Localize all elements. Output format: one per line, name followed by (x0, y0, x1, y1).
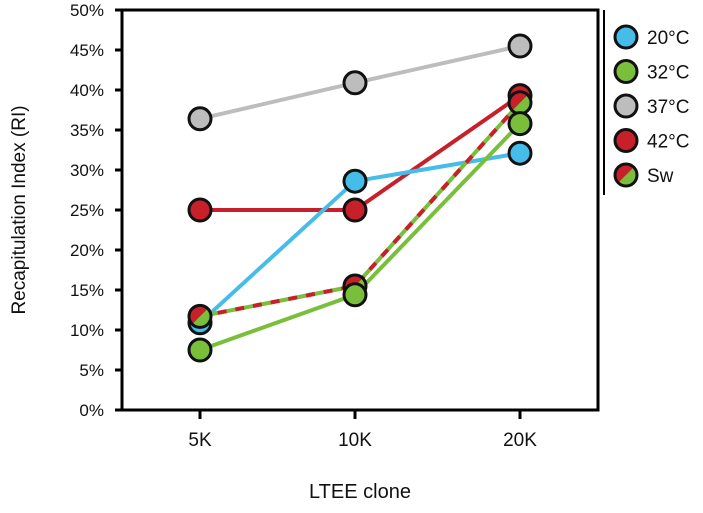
y-axis-label: Recapitulation Index (RI) (9, 105, 30, 314)
data-point (187, 197, 213, 223)
y-tick-label: 40% (70, 81, 104, 100)
y-tick-label: 5% (79, 361, 104, 380)
marker-fill (342, 168, 368, 194)
x-tick-label: 20K (503, 430, 537, 451)
marker-fill (507, 111, 533, 137)
marker-outline (613, 162, 639, 188)
marker-fill (613, 93, 639, 119)
data-point (342, 168, 368, 194)
x-axis: 5K 10K 20K (188, 410, 537, 451)
marker-fill (342, 197, 368, 223)
data-point (507, 33, 533, 59)
data-point (342, 197, 368, 223)
legend-label: Sw (647, 166, 674, 187)
legend-label: 20°C (647, 28, 689, 49)
data-point (187, 337, 213, 363)
data-point (507, 111, 533, 137)
x-axis-label: LTEE clone (309, 481, 411, 503)
legend-marker (613, 24, 639, 50)
y-tick-label: 45% (70, 41, 104, 60)
y-tick-label: 0% (79, 401, 104, 420)
marker-fill (187, 337, 213, 363)
y-axis: 0% 5% 10% 15% 20% 25% 30% 35% 40% 45% 50% (70, 1, 122, 420)
y-tick-label: 15% (70, 281, 104, 300)
legend-label: 37°C (647, 97, 689, 118)
data-point (507, 140, 533, 166)
legend-marker (613, 93, 639, 119)
x-tick-label: 5K (188, 430, 212, 451)
legend-marker (613, 128, 639, 153)
y-tick-label: 10% (70, 321, 104, 340)
marker-fill (187, 106, 213, 132)
series-line-42c (200, 93, 522, 212)
y-tick-label: 25% (70, 201, 104, 220)
marker-fill (613, 24, 639, 50)
marker-fill (342, 70, 368, 96)
legend-label: 42°C (647, 132, 689, 153)
data-point (342, 282, 368, 308)
marker-outline (187, 303, 213, 329)
legend-label: 32°C (647, 63, 689, 84)
y-tick-label: 30% (70, 161, 104, 180)
data-point (342, 70, 368, 96)
x-tick-label: 10K (338, 430, 372, 451)
marker-fill (613, 128, 639, 153)
legend: 20°C 32°C 37°C 42°C Sw (613, 24, 689, 188)
data-point (187, 303, 213, 329)
marker-fill (342, 282, 368, 308)
y-tick-label: 20% (70, 241, 104, 260)
marker-fill (187, 197, 213, 223)
series-points (187, 33, 533, 363)
y-tick-label: 35% (70, 121, 104, 140)
marker-fill (507, 140, 533, 166)
marker-fill (613, 59, 639, 84)
marker-fill (507, 33, 533, 59)
data-point (507, 90, 533, 116)
legend-marker (613, 59, 639, 84)
y-tick-label: 50% (70, 1, 104, 20)
data-point (187, 106, 213, 132)
legend-marker (613, 162, 639, 188)
